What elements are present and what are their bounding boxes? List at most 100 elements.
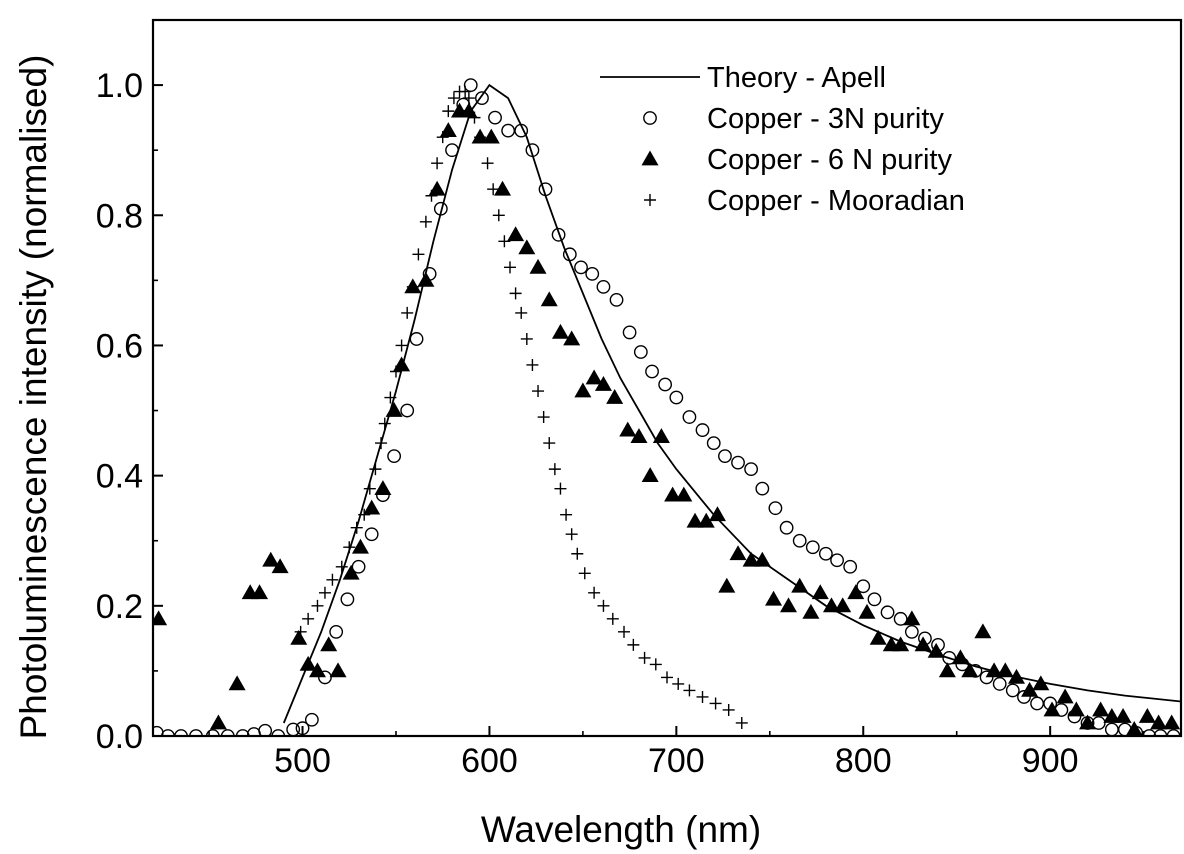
- data-point: [708, 506, 726, 522]
- data-point: [585, 369, 603, 385]
- data-point: [374, 480, 392, 496]
- y-tick-label: 0.0: [96, 718, 143, 756]
- data-point: [540, 291, 558, 307]
- x-tick-label: 900: [1022, 742, 1079, 780]
- data-point: [1005, 683, 1020, 698]
- data-point: [753, 551, 771, 567]
- data-point: [363, 482, 376, 495]
- data-point: [985, 662, 1003, 678]
- data-point: [482, 128, 500, 144]
- data-point: [755, 481, 770, 496]
- data-point: [630, 428, 648, 443]
- x-tick-label: 600: [461, 742, 518, 780]
- legend-item: Theory - Apell: [600, 62, 886, 94]
- data-point: [442, 105, 455, 118]
- data-point: [578, 567, 591, 580]
- data-point: [395, 339, 408, 352]
- data-point: [318, 670, 332, 685]
- data-point: [290, 629, 308, 645]
- data-point: [387, 449, 402, 464]
- data-point: [488, 110, 502, 125]
- data-point: [481, 157, 494, 170]
- data-point: [562, 247, 577, 262]
- data-point: [652, 428, 670, 443]
- data-point: [585, 266, 600, 281]
- data-point: [867, 592, 882, 607]
- data-point: [588, 586, 601, 599]
- data-point: [304, 712, 319, 727]
- data-point: [811, 584, 829, 600]
- data-point: [543, 437, 556, 450]
- data-point: [686, 512, 704, 528]
- data-point: [520, 332, 533, 345]
- data-point: [419, 215, 432, 228]
- data-point: [393, 356, 411, 372]
- data-point: [1032, 675, 1050, 691]
- series-copper-mooradian: [294, 85, 748, 729]
- data-point: [847, 584, 865, 600]
- data-point: [487, 183, 500, 196]
- data-point: [271, 729, 286, 736]
- data-point: [526, 358, 539, 371]
- data-point: [492, 209, 505, 222]
- data-point: [744, 462, 759, 477]
- data-point: [412, 248, 425, 261]
- data-point: [433, 201, 448, 216]
- data-point: [529, 258, 547, 274]
- data-point: [661, 671, 673, 684]
- data-point: [494, 180, 512, 196]
- series-group: [153, 78, 1181, 736]
- data-point: [235, 729, 250, 736]
- data-point: [904, 624, 919, 639]
- data-point: [503, 261, 516, 274]
- series-copper-6-n-purity: [153, 102, 1181, 736]
- data-point: [401, 306, 414, 319]
- x-tick-label: 700: [648, 742, 705, 780]
- data-point: [375, 437, 388, 450]
- data-point: [554, 482, 567, 495]
- data-point: [641, 467, 659, 483]
- y-tick-label: 0.2: [96, 588, 143, 626]
- data-point: [507, 226, 525, 242]
- data-point: [302, 612, 315, 625]
- data-point: [417, 271, 435, 287]
- data-point: [258, 723, 273, 736]
- data-point: [802, 603, 820, 619]
- data-point: [342, 564, 360, 580]
- data-point: [560, 508, 573, 521]
- data-point: [363, 499, 381, 515]
- data-point: [1079, 714, 1097, 730]
- data-point: [320, 636, 338, 652]
- data-point: [1150, 714, 1168, 730]
- data-point: [439, 122, 457, 138]
- data-point: [431, 157, 444, 170]
- data-point: [460, 102, 478, 118]
- data-point: [792, 533, 807, 548]
- data-point: [428, 180, 446, 196]
- data-point: [718, 449, 732, 464]
- data-point: [335, 560, 348, 573]
- data-point: [409, 332, 424, 346]
- data-point: [262, 551, 280, 567]
- data-point: [220, 729, 235, 736]
- data-point: [351, 538, 369, 554]
- data-point: [979, 670, 994, 685]
- data-point: [286, 722, 301, 736]
- data-point: [830, 553, 844, 568]
- data-point: [606, 612, 619, 625]
- data-point: [205, 729, 220, 736]
- data-point: [538, 182, 553, 197]
- data-point: [247, 727, 261, 736]
- data-point: [858, 603, 876, 619]
- data-point: [927, 642, 945, 658]
- data-point: [329, 624, 344, 639]
- data-point: [834, 597, 852, 613]
- data-point: [462, 92, 475, 105]
- data-point: [709, 697, 722, 710]
- data-point: [768, 501, 783, 516]
- data-point: [961, 662, 979, 678]
- data-point: [498, 235, 511, 248]
- series-copper-3n-purity: [153, 78, 1181, 736]
- data-point: [509, 287, 522, 300]
- data-point: [518, 239, 536, 255]
